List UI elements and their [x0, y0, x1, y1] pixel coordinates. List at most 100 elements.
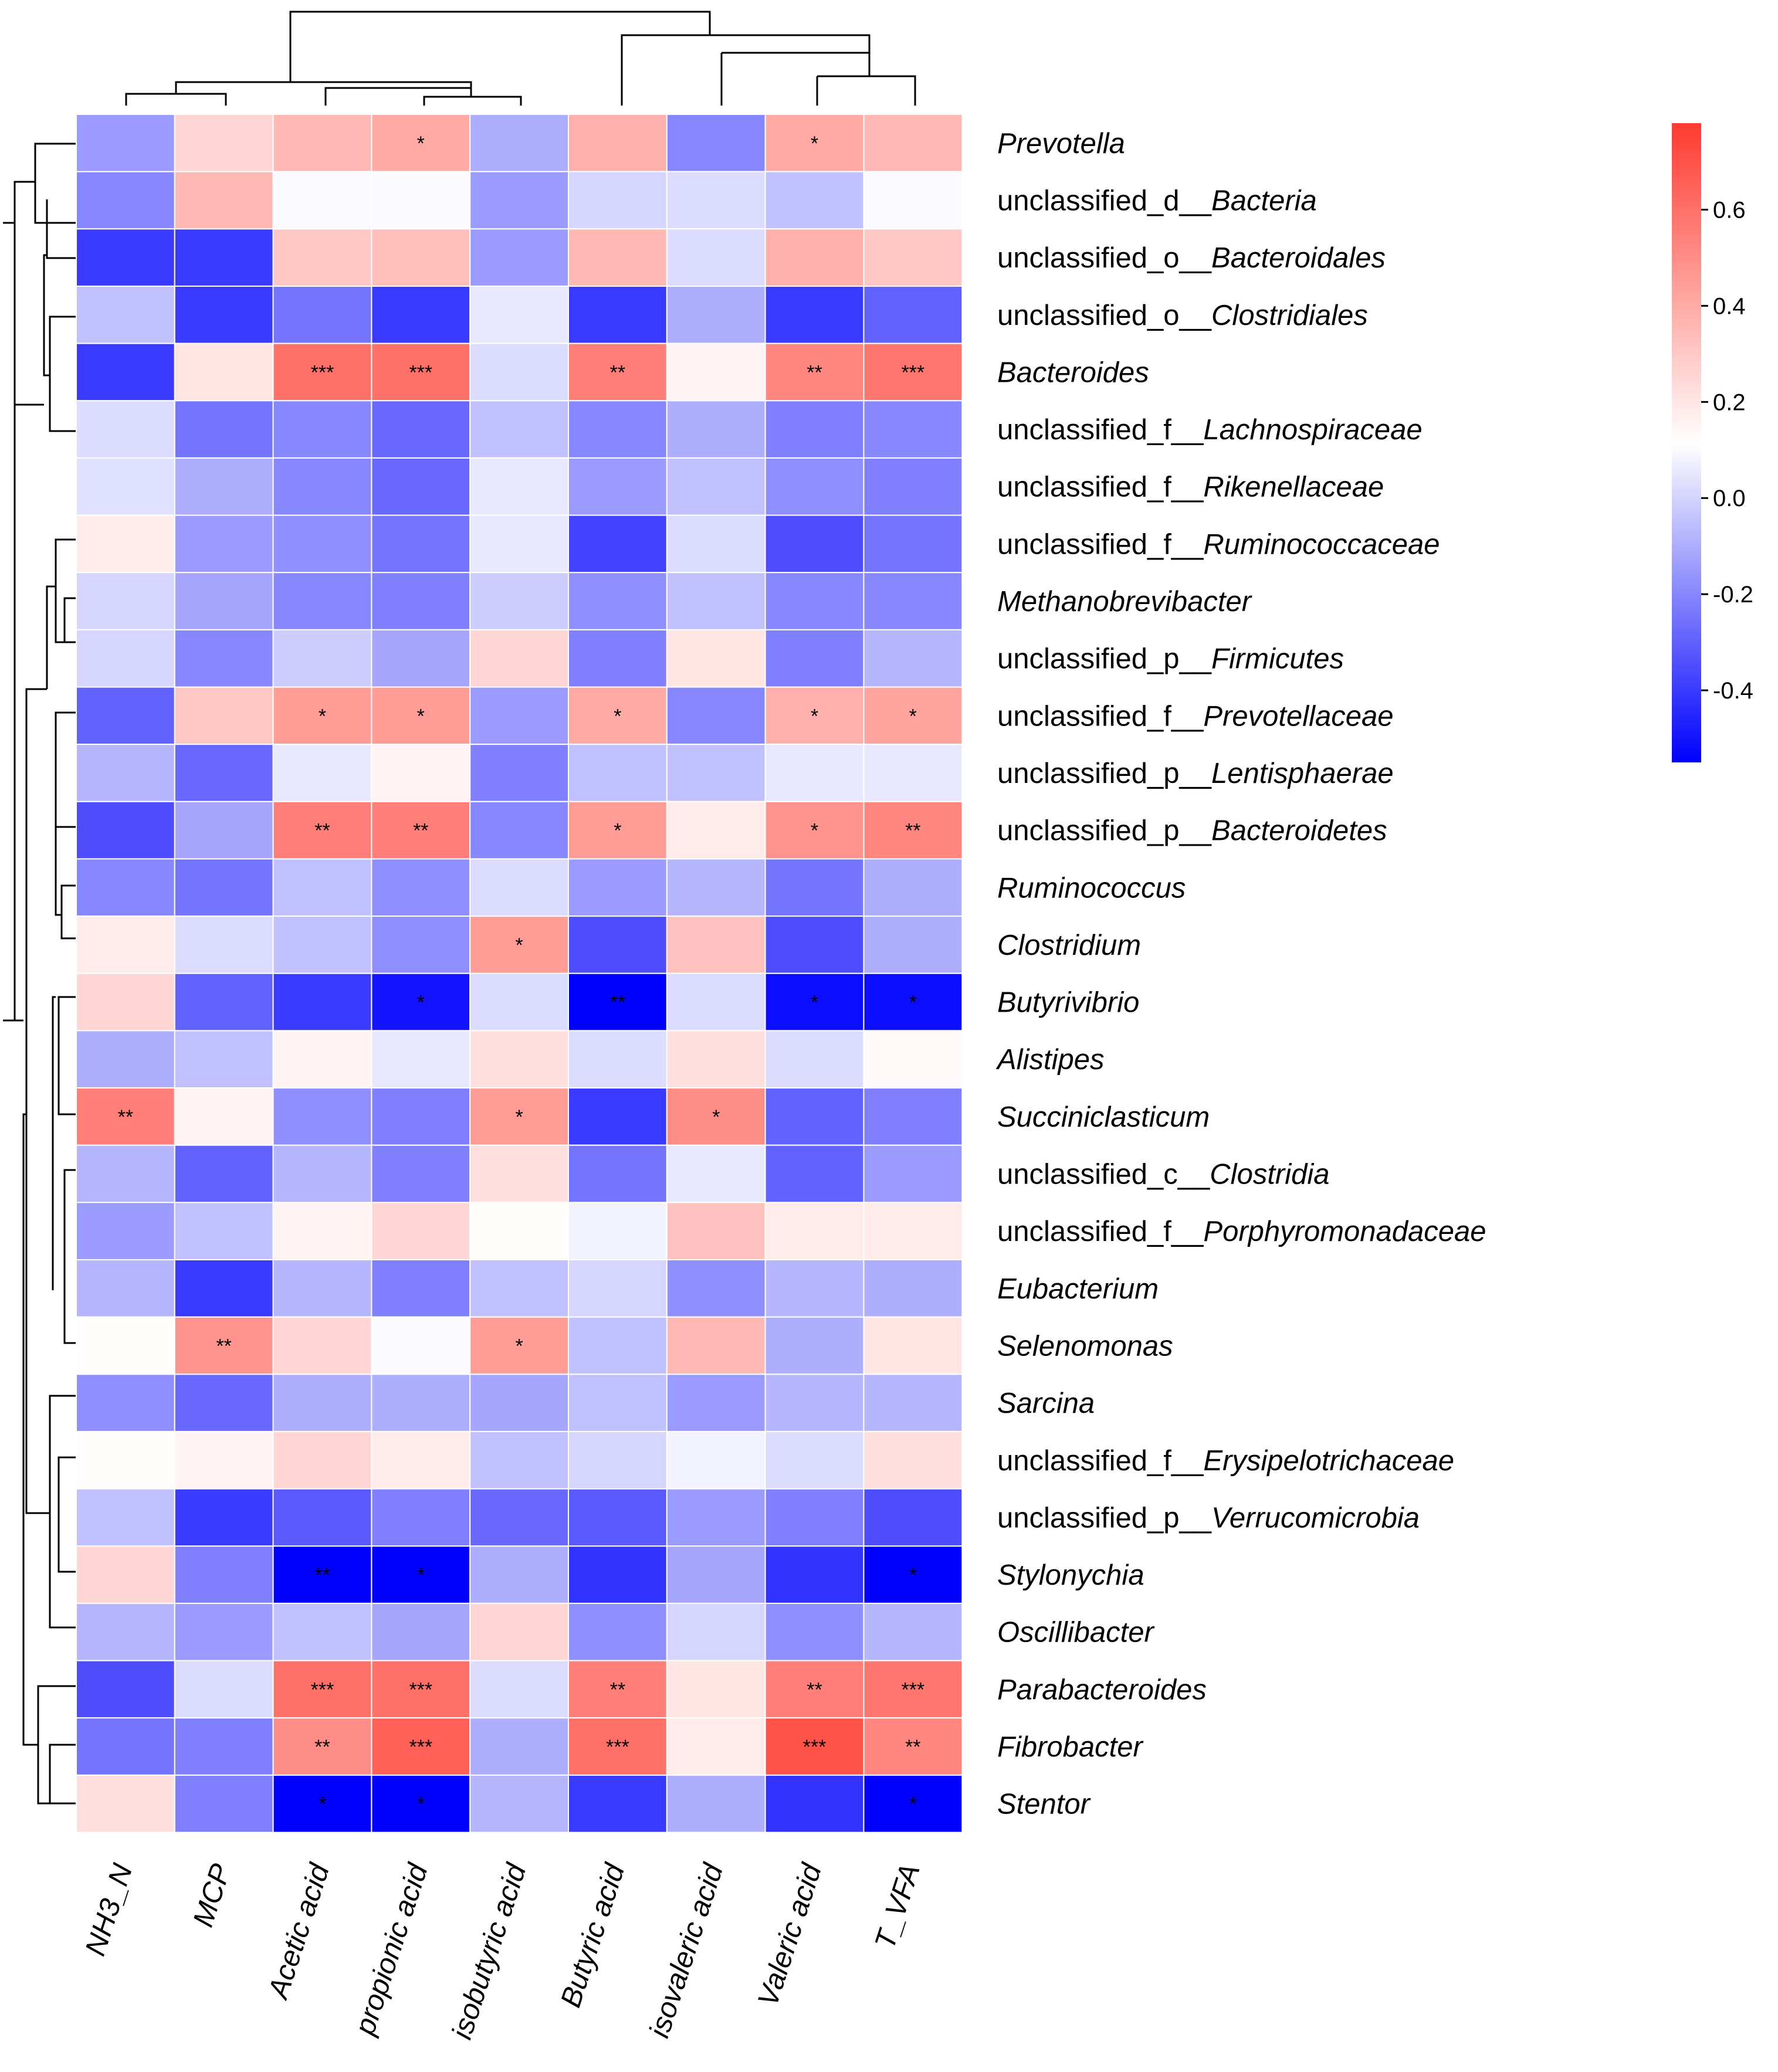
heatmap-cell [371, 915, 471, 974]
heatmap-cell [863, 1430, 963, 1490]
heatmap-cell [76, 114, 175, 172]
heatmap-cell [469, 342, 570, 402]
heatmap-cell [666, 1545, 766, 1604]
heatmap-cell [174, 572, 274, 630]
heatmap-cell [863, 1488, 963, 1547]
heatmap-cell [371, 457, 471, 516]
heatmap-cell [568, 1259, 668, 1318]
column-label: MCP [187, 1860, 237, 1931]
heatmap-cell [469, 171, 570, 230]
significance-marker: ** [905, 820, 920, 842]
heatmap-cell [272, 744, 372, 802]
heatmap-cell [666, 114, 766, 172]
heatmap-cell [469, 400, 570, 459]
heatmap-cell [371, 1030, 471, 1089]
heatmap-cell [174, 1374, 274, 1432]
heatmap-cell [568, 1144, 668, 1203]
heatmap-cell [272, 1488, 372, 1547]
heatmap-cell [666, 171, 766, 230]
heatmap-cell [371, 1430, 471, 1490]
heatmap-cell [76, 228, 175, 287]
heatmap-cell [666, 285, 766, 344]
heatmap-cell [371, 1488, 471, 1547]
significance-marker: * [515, 1335, 523, 1357]
row-label: Fibrobacter [997, 1731, 1144, 1763]
heatmap-cell [272, 972, 372, 1032]
heatmap-cell [371, 171, 471, 230]
heatmap-cell [272, 1602, 372, 1661]
heatmap-cell [863, 1545, 963, 1604]
heatmap-cell [371, 514, 471, 574]
row-label: unclassified_f__Erysipelotrichaceae [997, 1445, 1454, 1477]
colorbar: -0.4 -0.2 0.0 0.2 0.4 0.6 [1672, 123, 1753, 762]
heatmap-cell [272, 1660, 372, 1719]
significance-marker: ** [314, 1564, 330, 1586]
column-label: propionic acid [348, 1859, 434, 2040]
heatmap-cell [863, 858, 963, 917]
heatmap-cell [764, 1144, 865, 1203]
heatmap-cell [568, 228, 668, 287]
colorbar-tick-label: 0.4 [1713, 293, 1746, 319]
heatmap-cell [863, 1030, 963, 1089]
row-label: unclassified_f__Prevotellaceae [997, 700, 1394, 732]
heatmap-cell [469, 801, 570, 860]
column-label: Valeric acid [752, 1859, 828, 2010]
heatmap-cell [666, 457, 766, 516]
heatmap-cell [76, 686, 175, 745]
heatmap-cell [371, 1087, 471, 1146]
heatmap-cell [764, 1717, 865, 1776]
heatmap-cell [863, 1087, 963, 1146]
heatmap-cell [469, 915, 570, 974]
heatmap-cell [174, 1202, 274, 1261]
heatmap-cell [76, 1488, 175, 1547]
heatmap-cell [272, 114, 372, 172]
heatmap-cell [666, 1087, 766, 1146]
heatmap-cell [764, 1602, 865, 1661]
heatmap-cell [371, 744, 471, 802]
heatmap-cell [174, 1660, 274, 1719]
heatmap-cell [764, 1202, 865, 1261]
heatmap-cell [666, 342, 766, 402]
heatmap-cell [76, 285, 175, 344]
heatmap-cell [764, 1774, 865, 1833]
heatmap-cell [272, 285, 372, 344]
significance-marker: ** [610, 992, 625, 1014]
heatmap-cell [469, 629, 570, 688]
row-label: unclassified_f__Rikenellaceae [997, 472, 1384, 503]
heatmap-cell [469, 1030, 570, 1089]
heatmap-cell [174, 858, 274, 917]
heatmap-cell [568, 1430, 668, 1490]
heatmap-cell [76, 972, 175, 1032]
row-label: unclassified_p__Bacteroidetes [997, 815, 1387, 847]
row-label: unclassified_o__Bacteroidales [997, 242, 1386, 274]
heatmap-cell [863, 1144, 963, 1203]
heatmap-cell [272, 228, 372, 287]
heatmap-cell [272, 1144, 372, 1203]
heatmap-cell [371, 114, 471, 172]
row-label: unclassified_p__Firmicutes [997, 643, 1344, 675]
heatmap-cell [666, 514, 766, 574]
significance-marker: * [417, 133, 425, 155]
heatmap-cell [272, 1316, 372, 1375]
heatmap-cell [174, 1602, 274, 1661]
significance-marker: ** [610, 361, 625, 384]
significance-marker: * [909, 705, 917, 727]
heatmap-cell [76, 1660, 175, 1719]
heatmap-cell [568, 1374, 668, 1432]
heatmap-cell [76, 1602, 175, 1661]
heatmap-cell [764, 1430, 865, 1490]
heatmap-cell [272, 514, 372, 574]
heatmap-cell [174, 972, 274, 1032]
heatmap-cell [272, 1374, 372, 1432]
heatmap-cell [272, 1202, 372, 1261]
heatmap-cell [764, 1374, 865, 1432]
row-label: unclassified_f__Porphyromonadaceae [997, 1216, 1486, 1247]
heatmap-cell [272, 342, 372, 402]
heatmap-cell [272, 1259, 372, 1318]
heatmap-cell [174, 1717, 274, 1776]
heatmap-cell [764, 744, 865, 802]
heatmap-cell [764, 1316, 865, 1375]
significance-marker: * [319, 705, 326, 727]
row-label: unclassified_p__Verrucomicrobia [997, 1502, 1420, 1534]
row-label: unclassified_o__Clostridiales [997, 300, 1368, 331]
